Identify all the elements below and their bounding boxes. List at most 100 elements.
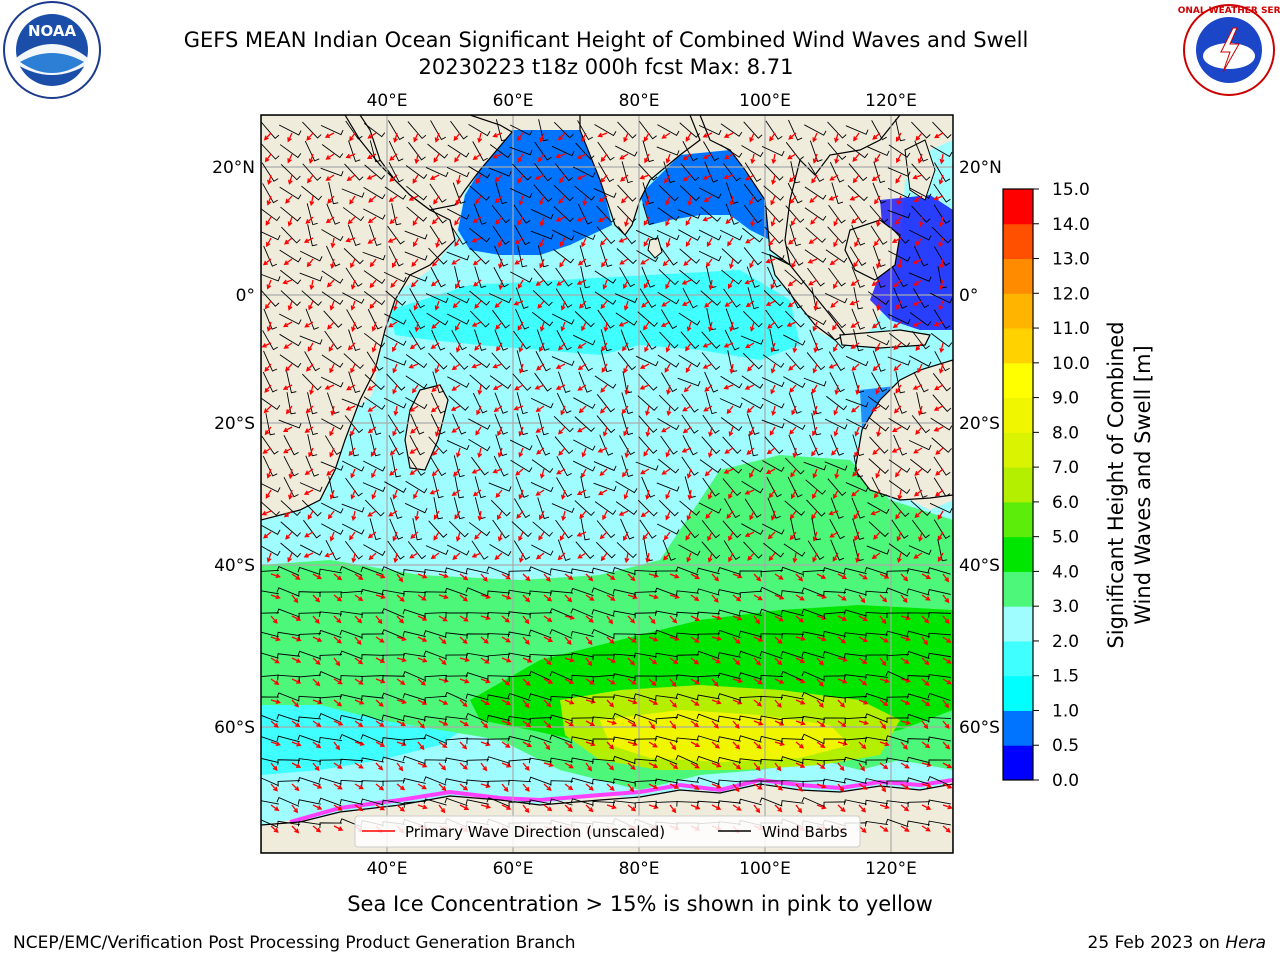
wave-direction-arrow xyxy=(354,573,364,580)
wave-direction-arrow xyxy=(871,405,881,412)
wave-direction-arrow xyxy=(493,405,503,413)
wave-direction-arrow xyxy=(413,132,419,143)
wind-barb xyxy=(888,144,911,158)
wind-barb xyxy=(801,608,825,618)
wave-direction-arrow xyxy=(900,825,910,832)
wind-barb xyxy=(634,738,658,745)
wave-direction-arrow xyxy=(851,363,860,371)
wave-direction-arrow xyxy=(702,174,713,180)
wave-direction-arrow xyxy=(305,405,314,414)
wind-barb xyxy=(382,675,406,681)
wind-barb xyxy=(570,608,594,618)
wind-barb xyxy=(759,797,783,807)
wind-barb xyxy=(319,611,342,617)
lon-label: 120°E xyxy=(865,859,917,879)
wind-barb xyxy=(873,161,886,184)
wind-barb xyxy=(701,352,721,371)
wave-direction-arrow xyxy=(433,195,440,205)
wave-direction-arrow xyxy=(744,279,755,285)
wave-direction-arrow xyxy=(263,531,272,539)
wind-barb xyxy=(465,713,489,723)
wind-barb xyxy=(852,518,865,541)
wave-direction-arrow xyxy=(602,510,608,521)
wind-barb xyxy=(807,540,825,560)
wind-barb xyxy=(444,778,468,784)
wave-direction-arrow xyxy=(669,804,677,814)
wind-barb xyxy=(642,182,654,205)
wind-barb xyxy=(930,417,953,431)
wind-barb xyxy=(910,500,931,516)
lon-label: 60°E xyxy=(493,91,534,111)
wave-direction-arrow xyxy=(732,699,743,705)
wind-barb xyxy=(261,273,281,282)
wave-direction-arrow xyxy=(749,195,755,206)
wind-barb xyxy=(320,167,344,177)
wave-direction-arrow xyxy=(942,678,952,685)
wave-direction-arrow xyxy=(539,510,545,521)
wind-barb xyxy=(427,143,449,159)
colorbar-tick-label: 15.0 xyxy=(1052,180,1090,200)
wave-direction-arrow xyxy=(619,153,629,160)
wave-direction-arrow xyxy=(850,279,860,286)
wind-barb xyxy=(696,694,720,701)
wave-direction-arrow xyxy=(853,510,860,520)
arabia-coast xyxy=(359,115,513,211)
wind-barb xyxy=(676,674,699,680)
wind-barb xyxy=(762,354,785,368)
wave-direction-arrow xyxy=(660,321,671,327)
wind-barb xyxy=(661,309,678,330)
wave-direction-arrow xyxy=(770,363,776,374)
wave-direction-arrow xyxy=(747,363,755,372)
wind-barb xyxy=(809,140,823,162)
wave-direction-arrow xyxy=(309,279,315,291)
wave-direction-arrow xyxy=(354,615,363,624)
wave-direction-arrow xyxy=(585,615,594,623)
wave-direction-arrow xyxy=(291,636,302,642)
wave-direction-arrow xyxy=(795,720,806,726)
wave-direction-arrow xyxy=(879,699,889,707)
wind-barb xyxy=(761,523,785,535)
wind-barb xyxy=(676,654,700,661)
wave-direction-arrow xyxy=(312,783,323,789)
wind-barb xyxy=(592,801,616,807)
wave-direction-arrow xyxy=(522,741,533,748)
wind-barb xyxy=(573,166,596,178)
wave-direction-arrow xyxy=(623,132,629,143)
wave-direction-arrow xyxy=(539,468,545,479)
wind-barb xyxy=(806,499,826,517)
wind-barb xyxy=(853,287,864,310)
wave-direction-arrow xyxy=(913,279,923,286)
wave-direction-arrow xyxy=(430,342,440,350)
wave-direction-arrow xyxy=(564,615,576,620)
wind-barb xyxy=(297,820,321,827)
wave-direction-arrow xyxy=(329,426,335,437)
wave-direction-arrow xyxy=(411,384,419,394)
wind-barb xyxy=(677,209,701,219)
wind-barb xyxy=(760,633,784,639)
wave-direction-arrow xyxy=(585,594,595,601)
wave-direction-arrow xyxy=(333,678,343,685)
wind-barb xyxy=(360,588,384,595)
wind-barb xyxy=(827,310,847,329)
wind-barb xyxy=(843,588,867,596)
wind-barb xyxy=(430,267,446,288)
wind-barb xyxy=(780,694,804,700)
wave-direction-arrow xyxy=(808,237,818,245)
wind-barb xyxy=(933,519,951,540)
wave-direction-arrow xyxy=(438,804,446,814)
wave-direction-arrow xyxy=(501,741,511,748)
wind-barb xyxy=(488,292,512,304)
wind-barb xyxy=(852,371,865,394)
wind-barb xyxy=(803,377,827,387)
wave-direction-arrow xyxy=(745,300,755,308)
wind-barb xyxy=(811,413,822,436)
wave-direction-arrow xyxy=(875,384,881,395)
wind-barb xyxy=(324,330,342,350)
wave-direction-arrow xyxy=(682,153,692,161)
wave-direction-arrow xyxy=(702,132,713,138)
wave-direction-arrow xyxy=(900,636,911,642)
wave-direction-arrow xyxy=(396,783,406,791)
wave-direction-arrow xyxy=(369,300,377,310)
wave-direction-arrow xyxy=(665,342,671,353)
wind-barb xyxy=(388,435,404,456)
